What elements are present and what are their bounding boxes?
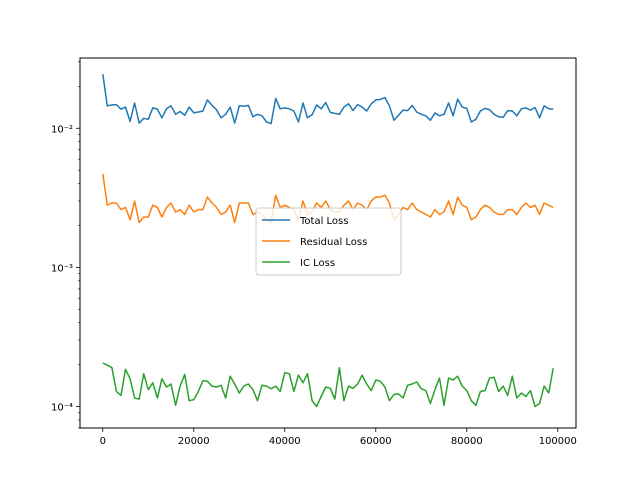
x-tick-label: 20000 xyxy=(178,436,210,447)
legend-label-0: Total Loss xyxy=(299,216,348,227)
legend-label-1: Residual Loss xyxy=(300,237,367,248)
x-axis: 0 20000 40000 60000 80000 100000 xyxy=(100,428,577,447)
y-tick-label: 10⁻⁴ xyxy=(51,402,73,413)
series-line-0 xyxy=(102,73,554,125)
legend-label-2: IC Loss xyxy=(300,258,335,269)
y-tick-label: 10⁻³ xyxy=(51,263,73,274)
legend: Total Loss Residual Loss IC Loss xyxy=(255,207,402,276)
y-axis: 10⁻⁴ 10⁻³ 10⁻² xyxy=(51,61,80,429)
series-line-1 xyxy=(102,173,554,224)
legend-box xyxy=(255,207,402,276)
x-tick-label: 0 xyxy=(100,436,106,447)
x-tick-label: 80000 xyxy=(451,436,483,447)
series-layer xyxy=(102,73,554,408)
x-tick-label: 40000 xyxy=(269,436,301,447)
y-tick-label: 10⁻² xyxy=(51,124,73,135)
x-tick-label: 100000 xyxy=(539,436,577,447)
series-line-2 xyxy=(102,362,554,408)
axes-frame xyxy=(79,57,577,429)
x-tick-label: 60000 xyxy=(360,436,392,447)
